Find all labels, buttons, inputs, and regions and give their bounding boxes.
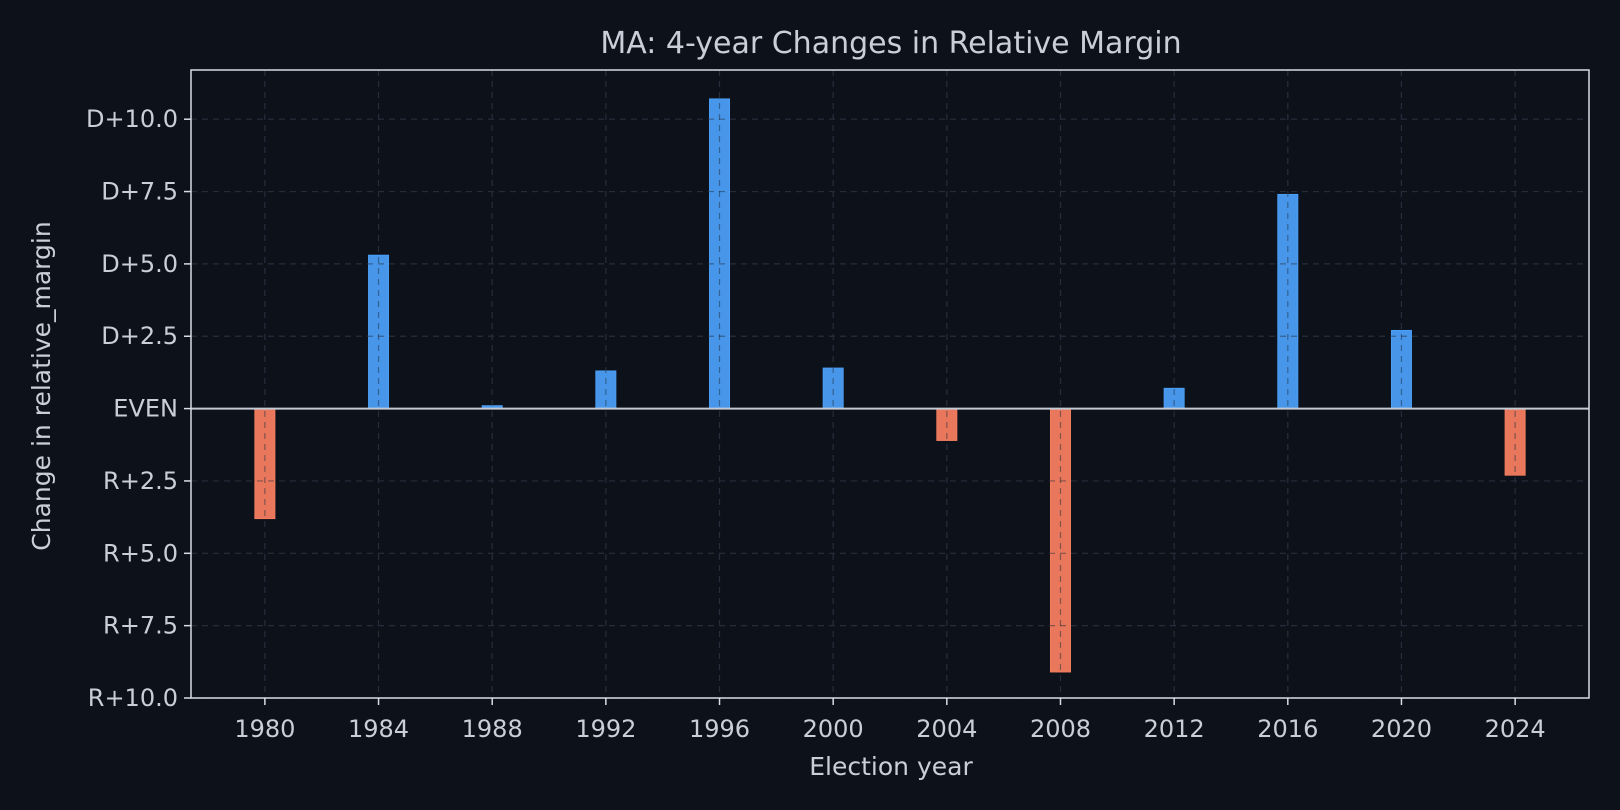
x-tick-label: 1980 — [234, 715, 295, 743]
bar-1996 — [709, 98, 731, 410]
y-axis-ticks: D+10.0 D+7.5 D+5.0 D+2.5 EVEN R+2.5 R+5.0 R+7.5… — [86, 105, 191, 712]
x-tick-label: 2012 — [1144, 715, 1205, 743]
x-tick-label: 1984 — [348, 715, 409, 743]
y-tick-label: D+7.5 — [101, 178, 178, 206]
x-tick-label: 2000 — [803, 715, 864, 743]
y-tick-label: D+10.0 — [86, 105, 178, 133]
x-axis-ticks: 1980 1984 1988 1992 1996 2000 2004 2008 2012 2016… — [234, 698, 1546, 743]
x-tick-label: 1996 — [689, 715, 750, 743]
y-axis-label: Change in relative_margin — [27, 221, 56, 550]
x-tick-label: 2008 — [1030, 715, 1091, 743]
bar-gridline-overlay — [191, 70, 1589, 699]
y-tick-label: EVEN — [113, 395, 178, 423]
bars — [254, 98, 1526, 673]
bar-1984 — [368, 254, 390, 410]
bar-2024 — [1504, 408, 1526, 476]
x-axis-label: Election year — [809, 752, 973, 781]
x-tick-label: 2020 — [1371, 715, 1432, 743]
x-tick-label: 1988 — [462, 715, 523, 743]
y-tick-label: R+10.0 — [88, 684, 178, 712]
x-tick-label: 2004 — [916, 715, 977, 743]
x-tick-label: 2024 — [1485, 715, 1546, 743]
y-tick-label: R+7.5 — [103, 612, 178, 640]
y-tick-label: R+2.5 — [103, 467, 178, 495]
x-tick-label: 2016 — [1257, 715, 1318, 743]
x-tick-label: 1992 — [575, 715, 636, 743]
y-tick-label: D+2.5 — [101, 322, 178, 350]
y-tick-label: D+5.0 — [101, 250, 178, 278]
plot-frame — [190, 69, 1590, 699]
y-tick-label: R+5.0 — [103, 539, 178, 567]
chart-title: MA: 4-year Changes in Relative Margin — [600, 26, 1181, 61]
